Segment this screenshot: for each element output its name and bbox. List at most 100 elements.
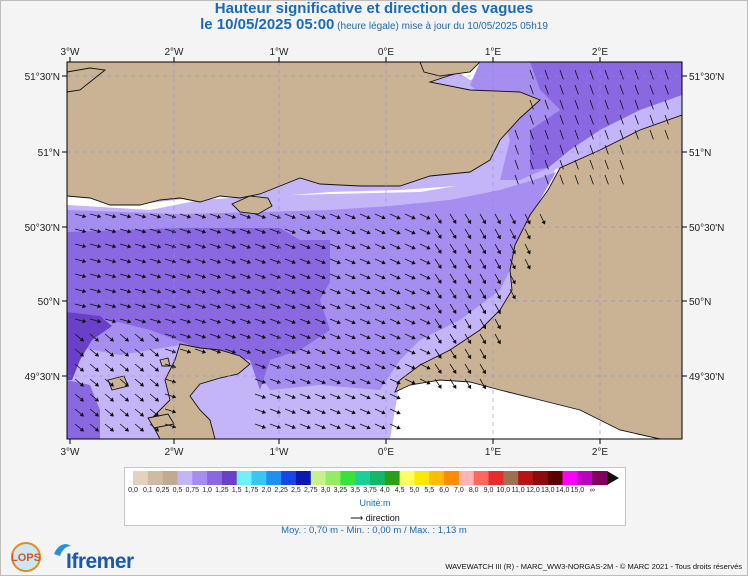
direction-arrow [649,99,654,110]
direction-arrowhead [79,352,84,357]
direction-arrowhead [467,294,472,300]
left-tick: 50°N [38,297,60,308]
direction-arrow [619,99,624,110]
colorbar-extension [607,471,619,485]
direction-arrow [604,84,609,95]
direction-arrowhead [351,425,356,430]
direction-arrowhead [172,394,177,399]
direction-arrow [559,99,564,110]
alderney [159,357,171,367]
direction-arrowhead [381,395,386,400]
direction-arrowhead [452,264,457,269]
top-tick: 1°E [485,47,502,58]
direction-arrowhead [511,234,516,240]
colorbar-label: 3,0 [320,487,331,494]
direction-arrow [649,114,654,125]
direction-arrowhead [157,319,162,324]
direction-arrowhead [321,290,326,295]
direction-arrowhead [426,320,431,325]
direction-arrowhead [381,320,386,325]
colorbar-swatch [177,471,193,485]
isle-of-wight [231,195,273,215]
direction-arrowhead [321,230,326,235]
direction-arrowhead [79,382,84,387]
colorbar-label: 11,0 [511,487,525,494]
colorbar-label: 10,0 [496,487,511,494]
direction-arrowhead [351,245,356,250]
direction-arrowhead [381,230,386,235]
direction-arrowhead [112,304,117,309]
direction-arrowhead [82,258,87,264]
direction-arrowhead [482,324,487,330]
direction-arrow [604,114,609,125]
direction-arrowhead [321,335,326,340]
direction-arrowhead [351,305,356,310]
colorbar-swatch [503,471,519,485]
direction-arrowhead [411,305,416,310]
direction-arrowhead [381,425,386,430]
direction-arrowhead [496,324,501,330]
colorbar-label: 2,0 [261,487,272,494]
direction-arrowhead [97,319,102,324]
direction-arrowhead [157,289,162,294]
direction-arrowhead [366,335,371,340]
direction-arrowhead [112,259,117,264]
direction-arrowhead [381,260,386,265]
direction-arrowhead [306,394,311,400]
direction-arrowhead [82,288,87,294]
direction-arrowhead [482,354,487,360]
direction-arrowhead [381,350,386,355]
direction-arrowhead [157,259,162,264]
direction-arrowhead [467,279,472,285]
direction-arrow [544,99,549,110]
direction-arrowhead [351,350,356,355]
colorbar-label: 0,1 [142,487,153,494]
direction-arrowhead [172,409,177,414]
colorbar-swatch [458,471,474,485]
direction-arrowhead [157,244,162,249]
direction-arrowhead [127,319,132,324]
direction-arrow [559,69,564,80]
direction-arrowhead [201,334,207,339]
direction-arrowhead [482,264,487,270]
direction-arrowhead [437,249,442,254]
direction-arrowhead [396,320,401,325]
direction-legend: ⟶ direction [125,513,625,524]
direction-arrowhead [109,412,114,417]
direction-arrowhead [109,352,114,357]
direction-arrowhead [157,304,162,309]
left-tick: 51°N [38,148,60,159]
direction-arrowhead [142,214,147,219]
direction-arrow [619,69,624,80]
direction-arrowhead [321,410,326,415]
direction-arrow [634,129,639,140]
direction-arrowhead [246,349,252,354]
direction-arrowhead [381,215,386,220]
direction-arrowhead [82,303,87,309]
direction-arrowhead [231,274,237,279]
direction-arrowhead [336,319,341,325]
direction-arrowhead [216,244,222,249]
direction-arrowhead [172,304,177,309]
direction-arrowhead [437,369,442,374]
sea-band-high [67,228,330,390]
direction-arrowhead [291,364,296,370]
direction-arrowhead [231,289,237,294]
direction-arrow [649,69,654,80]
england-coast [67,62,541,206]
direction-arrowhead [306,364,311,370]
arrow-icon: ⟶ [350,513,364,523]
graticule [67,62,682,439]
direction-arrow [664,84,669,95]
colorbar-label: 0,0 [128,487,138,494]
direction-arrowhead [127,304,132,309]
direction-arrowhead [246,244,252,249]
direction-arrowhead [482,309,487,315]
colorbar-label: ∞ [589,487,595,494]
direction-arrowhead [291,409,296,415]
direction-arrowhead [351,275,356,280]
direction-arrowhead [321,425,326,430]
direction-arrow [574,129,579,140]
direction-arrowhead [261,394,267,399]
top-tick: 0°E [378,47,395,58]
